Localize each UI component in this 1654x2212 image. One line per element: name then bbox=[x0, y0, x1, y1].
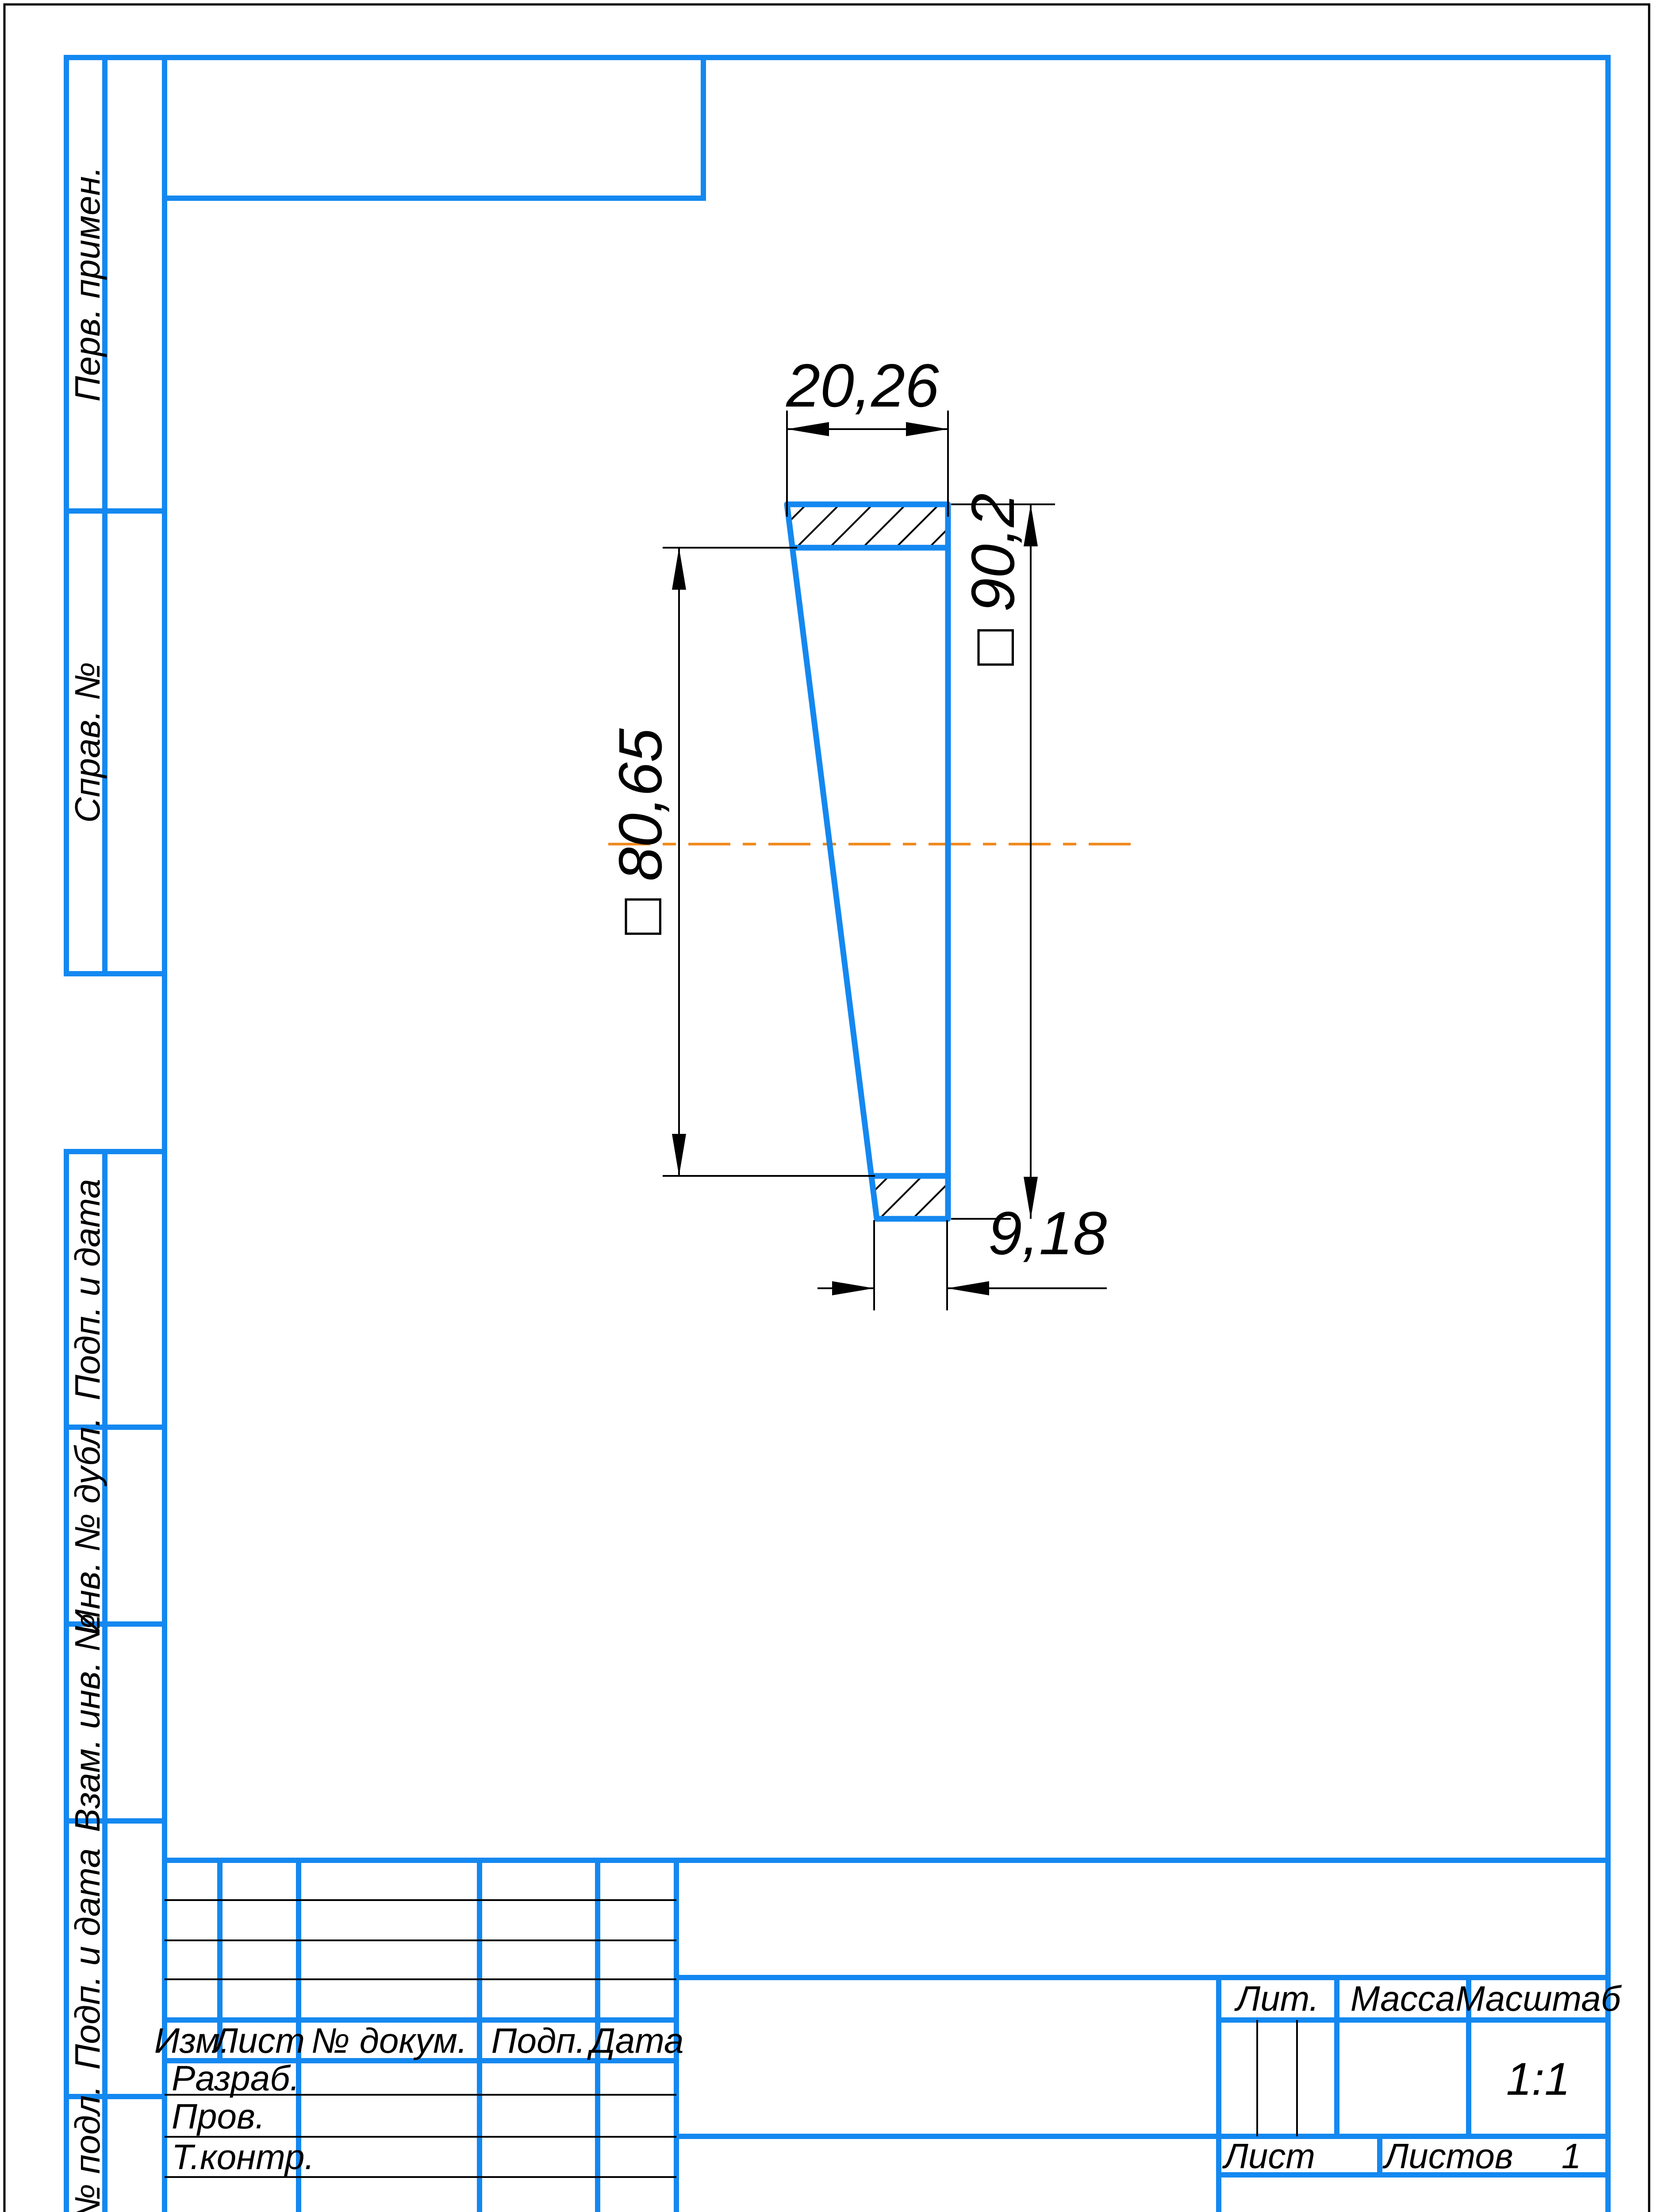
margin-label-inv-podl: Инв. № подл. bbox=[68, 2085, 107, 2212]
margin-label-perv-primen: Перв. примен. bbox=[68, 166, 107, 402]
tb-header-podp: Подп. bbox=[491, 2021, 586, 2060]
tb-lit-label: Лит. bbox=[1236, 1979, 1319, 2018]
tb-role-t-control: Т.контр. bbox=[172, 2137, 315, 2177]
tb-mass-label: Масса bbox=[1350, 1979, 1455, 2018]
tb-header-date: Дата bbox=[590, 2021, 684, 2060]
margin-label-sprav-no: Справ. № bbox=[68, 662, 107, 823]
margin-label-podp-data-2: Подп. и дата bbox=[68, 1848, 107, 2070]
hatch-bottom-band bbox=[871, 1176, 948, 1219]
part-outline bbox=[784, 501, 951, 1222]
tb-header-list: Лист bbox=[214, 2021, 305, 2060]
margin-label-inv-dubl: Инв. № дубл. bbox=[68, 1417, 107, 1635]
margin-label-podp-data-1: Подп. и дата bbox=[68, 1179, 107, 1401]
dim-width-top: 20,26 bbox=[786, 352, 939, 420]
title-block-thin-lines bbox=[165, 1899, 1298, 2178]
page-border bbox=[3, 3, 1650, 2212]
tb-scale-label: Масштаб bbox=[1455, 1979, 1621, 2018]
tb-sheets-value: 1 bbox=[1561, 2136, 1581, 2176]
hatch-top-band bbox=[787, 504, 948, 548]
dim-width-bottom: 9,18 bbox=[988, 1199, 1107, 1267]
frame-and-table-lines bbox=[64, 55, 1611, 2212]
tb-sheet-label: Лист bbox=[1224, 2136, 1315, 2176]
dimension-arrowheads bbox=[672, 422, 1038, 1295]
dim-height-right: □ 90,2 bbox=[959, 493, 1027, 666]
margin-label-vzam-inv: Взам. инв. № bbox=[68, 1613, 107, 1832]
tb-role-developed: Разраб. bbox=[172, 2058, 300, 2098]
tb-header-docno: № докум. bbox=[311, 2021, 468, 2060]
tb-role-checked: Пров. bbox=[172, 2097, 265, 2136]
tb-scale-value: 1:1 bbox=[1506, 2054, 1570, 2105]
dim-height-left: □ 80,65 bbox=[606, 728, 675, 935]
tb-sheets-label: Листов bbox=[1384, 2136, 1513, 2176]
tb-header-izm: Изм. bbox=[154, 2021, 230, 2060]
